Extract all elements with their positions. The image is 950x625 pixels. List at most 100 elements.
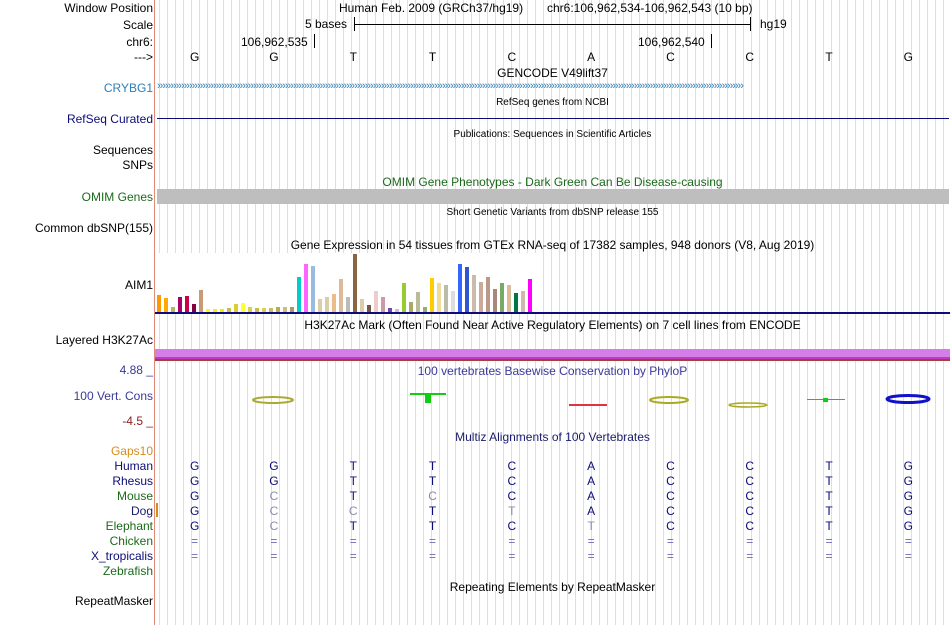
gtex-tissue-bar[interactable] [311, 266, 315, 312]
gtex-tissue-bar[interactable] [199, 290, 203, 312]
aligned-base: = [270, 534, 278, 548]
position-text[interactable]: chr6:106,962,534-106,962,543 (10 bp) [547, 1, 753, 15]
gtex-tissue-bar[interactable] [409, 302, 413, 312]
reference-base: G [269, 50, 279, 64]
refseq-track-title: RefSeq genes from NCBI [496, 97, 609, 108]
gtex-tissue-bar[interactable] [185, 296, 189, 312]
aligned-base: = [666, 534, 674, 548]
gtex-tissue-bar[interactable] [283, 307, 287, 312]
gtex-tissue-bar[interactable] [171, 307, 175, 312]
publications-snps-label[interactable]: SNPs [122, 158, 153, 172]
gtex-tissue-bar[interactable] [416, 292, 420, 312]
gtex-tissue-bar[interactable] [213, 309, 217, 312]
gtex-tissue-bar[interactable] [451, 291, 455, 312]
refseq-curated-label[interactable]: RefSeq Curated [66, 112, 153, 126]
gtex-tissue-bar[interactable] [388, 308, 392, 312]
gtex-tissue-bar[interactable] [514, 293, 518, 312]
gtex-tissue-bar[interactable] [318, 299, 322, 312]
gtex-tissue-bar[interactable] [360, 299, 364, 312]
gtex-tissue-bar[interactable] [381, 297, 385, 312]
gtex-tissue-bar[interactable] [269, 308, 273, 312]
gtex-tissue-bar[interactable] [528, 279, 532, 312]
gtex-tissue-bar[interactable] [367, 305, 371, 312]
common-dbsnp-label[interactable]: Common dbSNP(155) [34, 221, 153, 235]
aligned-base: C [269, 489, 279, 503]
species-label[interactable]: Zebrafish [102, 564, 153, 578]
gtex-tissue-bar[interactable] [500, 283, 504, 312]
refseq-gene-line[interactable] [157, 118, 949, 119]
gtex-tissue-bar[interactable] [220, 309, 224, 312]
species-label[interactable]: Rhesus [112, 474, 153, 488]
aligned-base: G [903, 489, 914, 503]
publications-sequences-label[interactable]: Sequences [92, 143, 153, 157]
gene-model-crybg1[interactable]: ››››››››››››››››››››››››››››››››››››››››… [157, 80, 949, 94]
h3k27ac-signal[interactable] [155, 349, 950, 357]
layered-h3k27ac-label[interactable]: Layered H3K27Ac [55, 333, 153, 347]
aligned-base: G [903, 474, 914, 488]
gtex-tissue-bar[interactable] [507, 285, 511, 312]
gtex-tissue-bar[interactable] [248, 307, 252, 312]
gtex-tissue-bar[interactable] [486, 277, 490, 312]
species-label[interactable]: Human [114, 459, 153, 473]
gtex-tissue-bar[interactable] [192, 304, 196, 312]
gtex-tissue-bar[interactable] [332, 294, 336, 312]
aligned-base: G [189, 474, 200, 488]
omim-gene-bar[interactable] [157, 189, 949, 204]
gtex-tissue-bar[interactable] [157, 295, 161, 312]
gtex-tissue-bar[interactable] [290, 307, 294, 312]
gtex-tissue-bar[interactable] [206, 309, 210, 312]
gtex-tissue-bar[interactable] [472, 275, 476, 312]
gtex-tissue-bar[interactable] [276, 307, 280, 312]
aligned-base: G [269, 459, 279, 473]
gtex-tissue-bar[interactable] [234, 304, 238, 312]
gtex-tissue-bar[interactable] [241, 303, 245, 312]
gtex-tissue-bar[interactable] [493, 289, 497, 312]
species-label[interactable]: X_tropicalis [90, 549, 153, 563]
phylop-label[interactable]: 100 Vert. Cons [73, 389, 153, 403]
gtex-tissue-bar[interactable] [227, 308, 231, 312]
repeatmasker-label[interactable]: RepeatMasker [74, 594, 153, 608]
gtex-tissue-bar[interactable] [444, 285, 448, 312]
aligned-base: = [587, 534, 595, 548]
species-label[interactable]: Elephant [105, 519, 153, 533]
species-label[interactable]: Chicken [109, 534, 153, 548]
species-label[interactable]: Dog [130, 504, 153, 518]
gtex-tissue-bar[interactable] [346, 297, 350, 312]
gaps10-label[interactable]: Gaps10 [110, 444, 153, 458]
phylop-min-label: -4.5 _ [122, 414, 153, 428]
strand-label: ---> [134, 50, 153, 64]
gtex-tissue-bar[interactable] [437, 283, 441, 312]
gtex-tissue-bar[interactable] [339, 279, 343, 312]
gtex-tissue-bar[interactable] [521, 291, 525, 312]
gtex-tissue-bar[interactable] [255, 308, 259, 312]
gtex-tissue-bar[interactable] [458, 264, 462, 312]
gtex-tissue-bar[interactable] [164, 298, 168, 312]
gtex-expression-chart[interactable] [156, 253, 536, 312]
gtex-gene-label-aim1[interactable]: AIM1 [124, 278, 153, 292]
aligned-base: = [746, 534, 754, 548]
gtex-tissue-bar[interactable] [262, 308, 266, 312]
reference-base: C [507, 50, 517, 64]
gtex-tissue-bar[interactable] [395, 309, 399, 312]
gtex-tissue-bar[interactable] [374, 291, 378, 312]
aligned-base: = [191, 549, 199, 563]
dog-gap-marker [156, 503, 158, 517]
gtex-tissue-bar[interactable] [465, 267, 469, 312]
gtex-tissue-bar[interactable] [430, 278, 434, 312]
gtex-tissue-bar[interactable] [479, 282, 483, 312]
aligned-base: C [507, 519, 517, 533]
gtex-tissue-bar[interactable] [423, 307, 427, 312]
gtex-tissue-bar[interactable] [353, 254, 357, 312]
gtex-tissue-bar[interactable] [178, 297, 182, 312]
gtex-tissue-bar[interactable] [304, 264, 308, 312]
gtex-baseline [155, 312, 950, 314]
gtex-tissue-bar[interactable] [325, 297, 329, 312]
gene-label-crybg1[interactable]: CRYBG1 [103, 81, 153, 95]
phylop-glyph-4 [649, 396, 689, 404]
aligned-base: = [508, 534, 516, 548]
gtex-tissue-bar[interactable] [297, 277, 301, 312]
species-label[interactable]: Mouse [116, 489, 153, 503]
gtex-tissue-bar[interactable] [402, 283, 406, 312]
omim-genes-label[interactable]: OMIM Genes [81, 190, 153, 204]
phylop-logo[interactable] [155, 385, 950, 415]
